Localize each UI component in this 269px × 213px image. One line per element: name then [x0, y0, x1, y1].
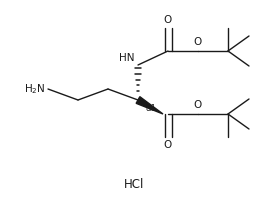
Text: O: O	[164, 140, 172, 150]
Text: HCl: HCl	[124, 178, 144, 191]
Polygon shape	[136, 97, 163, 114]
Text: O: O	[194, 100, 202, 110]
Text: HN: HN	[119, 53, 135, 63]
Text: &1: &1	[146, 104, 157, 113]
Text: O: O	[164, 15, 172, 25]
Text: $\mathregular{H_2N}$: $\mathregular{H_2N}$	[24, 82, 46, 96]
Text: O: O	[194, 37, 202, 47]
